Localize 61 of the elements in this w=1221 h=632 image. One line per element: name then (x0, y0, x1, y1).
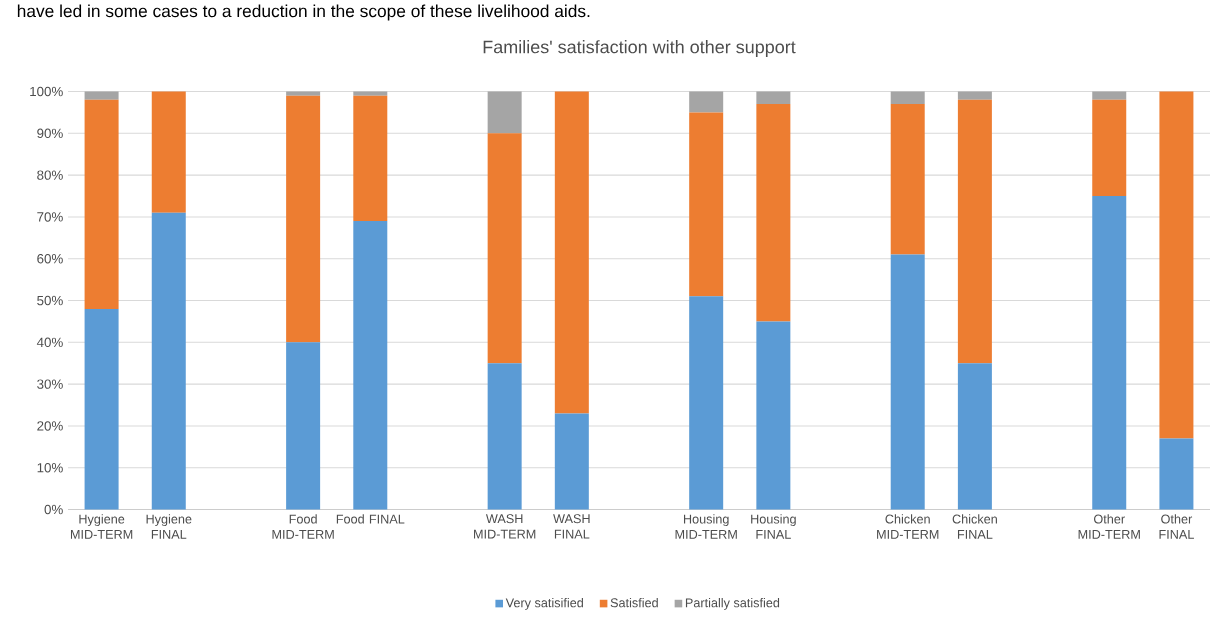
bar (554, 91, 589, 414)
y-tick-label: 10% (37, 463, 63, 473)
bar (286, 342, 321, 510)
bar (756, 91, 791, 105)
bar (890, 104, 925, 255)
bar (353, 221, 388, 510)
bar (1159, 438, 1194, 510)
x-tick-label: Other MID-TERM (1078, 514, 1140, 539)
chart-title: Families' satisfaction with other support (483, 40, 796, 58)
bar (689, 91, 724, 113)
x-tick-label: WASH MID-TERM (474, 514, 536, 539)
bar (84, 309, 119, 510)
legend-label: Partially satisfied (685, 598, 780, 611)
bar (151, 212, 186, 510)
bar (487, 91, 522, 134)
bar (151, 91, 186, 213)
bar (84, 100, 119, 310)
bar (554, 413, 589, 510)
x-tick-label: Chicken FINAL (952, 514, 997, 539)
y-tick-label: 20% (37, 421, 63, 431)
bar (756, 104, 791, 322)
y-tick-label: 50% (37, 296, 63, 306)
bar (957, 100, 992, 364)
bar (689, 112, 724, 297)
bar (353, 91, 388, 96)
bar (286, 95, 321, 343)
y-tick-label: 40% (36, 337, 63, 348)
x-tick-label: Hygiene MID-TERM (70, 514, 133, 539)
legend-label: Very satisified (505, 598, 583, 611)
x-tick-label: Housing FINAL (751, 514, 796, 539)
bar (1092, 100, 1127, 197)
y-tick-label: 90% (37, 128, 63, 139)
y-tick-label: 60% (37, 254, 63, 264)
y-tick-label: 0% (44, 505, 63, 515)
bar (890, 254, 925, 510)
bar (1159, 91, 1194, 439)
bar (84, 91, 119, 101)
x-tick-label: Food MID-TERM (272, 514, 334, 539)
bar (1092, 91, 1127, 101)
bar (890, 91, 925, 105)
bar (286, 91, 321, 96)
x-tick-label: Housing MID-TERM (675, 514, 737, 539)
text: have led in some cases to a reduction in the scope of these livelihood aids. (17, 4, 590, 21)
bar (353, 95, 388, 222)
x-tick-label: WASH FINAL (553, 514, 590, 539)
x-tick-label: Hygiene FINAL (146, 514, 192, 539)
bar (1092, 196, 1127, 510)
y-tick-label: 30% (37, 379, 63, 390)
y-tick-label: 70% (37, 212, 63, 222)
bar (487, 363, 522, 510)
bar (957, 363, 992, 510)
x-tick-label: Chicken MID-TERM (877, 514, 939, 539)
bar (487, 133, 522, 364)
y-tick-label: 80% (37, 170, 63, 181)
bar (689, 296, 724, 510)
x-tick-label: Food FINAL (336, 514, 405, 524)
legend-label: Satisfied (610, 598, 658, 608)
bar (957, 91, 992, 101)
y-tick-label: 100% (30, 87, 63, 97)
x-tick-label: Other FINAL (1159, 514, 1194, 539)
bar (756, 321, 791, 510)
